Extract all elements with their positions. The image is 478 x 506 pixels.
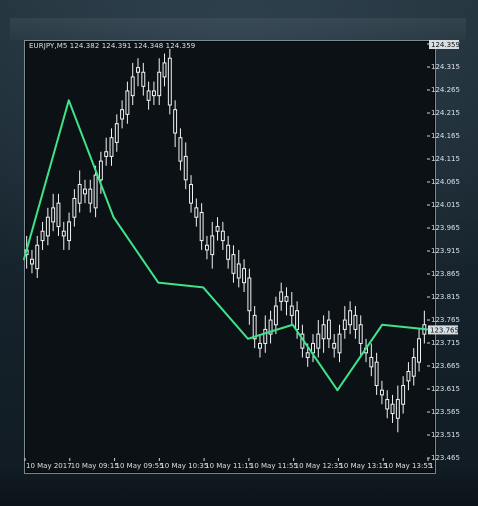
time-scale-tick-0: 10 May 2017: [26, 462, 72, 470]
price-scale-tick-2: 124.265: [431, 86, 460, 94]
time-scale-tick-3: 10 May 10:35: [160, 462, 208, 470]
price-scale-tick-4: 124.165: [431, 132, 460, 140]
time-scale-tick-9: 10 May 14:35: [429, 462, 434, 470]
top-bezel: [10, 18, 466, 40]
current-price-badge-label: 124.359: [431, 41, 460, 49]
price-scale-tick-14: 123.665: [431, 362, 460, 370]
price-scale-tick-13: 123.715: [431, 339, 460, 347]
price-scale-tick-17: 123.515: [431, 431, 460, 439]
time-scale: 10 May 201710 May 09:1510 May 09:5510 Ma…: [24, 458, 434, 470]
price-scale-tick-12: 123.765: [431, 316, 460, 324]
time-scale-tick-5: 10 May 11:55: [250, 462, 298, 470]
price-scale-tick-8: 123.965: [431, 224, 460, 232]
price-scale-tick-10: 123.865: [431, 270, 460, 278]
time-scale-tick-6: 10 May 12:35: [295, 462, 343, 470]
price-scale-tick-6: 124.065: [431, 178, 460, 186]
time-scale-tick-4: 10 May 11:15: [205, 462, 253, 470]
price-scale-tick-5: 124.115: [431, 155, 460, 163]
price-scale: 124.359 124.315 124.265 124.215 124.165 124.1…: [427, 40, 460, 462]
time-scale-tick-8: 10 May 13:55: [384, 462, 432, 470]
price-scale-tick-1: 124.315: [431, 63, 460, 71]
time-scale-tick-2: 10 May 09:55: [116, 462, 164, 470]
price-scale-tick-18: 123.465: [431, 454, 460, 462]
price-scale-tick-3: 124.215: [431, 109, 460, 117]
chart-window[interactable]: [24, 40, 436, 474]
price-scale-tick-7: 124.015: [431, 201, 460, 209]
price-scale-tick-16: 123.565: [431, 408, 460, 416]
bottom-glow: [0, 466, 478, 506]
price-scale-tick-9: 123.915: [431, 247, 460, 255]
price-scale-tick-11: 123.815: [431, 293, 460, 301]
symbol-header: EURJPY,M5 124.382 124.391 124.348 124.35…: [29, 42, 196, 50]
price-scale-tick-15: 123.615: [431, 385, 460, 393]
current-price-badge: [429, 40, 459, 49]
time-scale-tick-7: 10 May 13:15: [339, 462, 387, 470]
time-scale-tick-1: 10 May 09:15: [71, 462, 119, 470]
